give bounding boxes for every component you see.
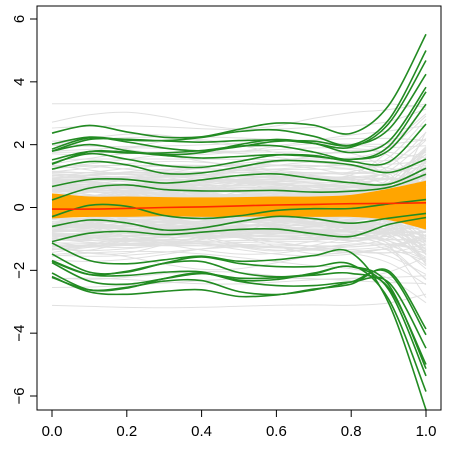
highlighted-curve: [51, 259, 427, 370]
background-curve: [51, 103, 427, 108]
median-line: [51, 202, 427, 210]
highlighted-curve: [51, 272, 427, 349]
background-curve: [51, 177, 427, 183]
background-curve: [51, 139, 427, 186]
y-tick-label: −6: [11, 387, 28, 404]
highlighted-curves: [51, 33, 427, 410]
background-curve: [51, 223, 427, 230]
axes: 0.0 0.2 0.4 0.6 0.8 1.0 −6 −4 −2 0 2 4 6: [11, 5, 442, 440]
background-curve: [51, 168, 427, 204]
highlighted-curve: [51, 158, 427, 175]
highlighted-curve: [51, 261, 427, 365]
y-tick-label: 6: [11, 15, 28, 23]
background-curve: [51, 229, 427, 242]
background-curve: [51, 234, 427, 250]
y-tick-label: 2: [11, 140, 28, 148]
background-curve: [51, 164, 427, 177]
background-curve: [51, 235, 427, 262]
x-tick-label: 0.0: [42, 423, 63, 440]
highlighted-curve: [51, 167, 427, 188]
y-tick-label: 0: [11, 203, 28, 211]
background-curve: [51, 115, 427, 174]
highlighted-curve: [51, 242, 427, 410]
highlighted-curve: [51, 86, 427, 156]
highlighted-curve: [51, 103, 427, 166]
x-tick-label: 0.6: [266, 423, 287, 440]
background-curve: [51, 179, 427, 190]
y-tick-label: 4: [11, 78, 28, 86]
background-curve: [51, 293, 427, 309]
y-tick-label: −2: [11, 262, 28, 279]
highlighted-curve: [51, 212, 427, 232]
highlighted-curve: [51, 269, 427, 336]
background-curve: [51, 237, 427, 257]
highlighted-curve: [51, 50, 427, 147]
highlighted-curve: [51, 123, 427, 169]
background-curve: [51, 250, 427, 304]
highlighted-curve: [51, 216, 427, 243]
background-curve: [51, 239, 427, 280]
highlighted-curve: [51, 268, 427, 330]
x-tick-label: 0.4: [191, 423, 212, 440]
highlighted-curve: [51, 173, 427, 201]
x-tick-label: 0.8: [341, 423, 362, 440]
background-curve: [51, 137, 427, 147]
highlighted-curve: [51, 33, 427, 139]
highlighted-curve: [51, 198, 427, 220]
background-curve: [51, 215, 427, 247]
x-tick-label: 1.0: [416, 423, 437, 440]
plot-area: [51, 33, 427, 410]
background-curve: [51, 221, 427, 258]
x-tick-label: 0.2: [116, 423, 137, 440]
y-tick-label: −4: [11, 325, 28, 342]
background-curve: [51, 108, 427, 131]
background-curve: [51, 180, 427, 206]
background-curve: [51, 229, 427, 281]
